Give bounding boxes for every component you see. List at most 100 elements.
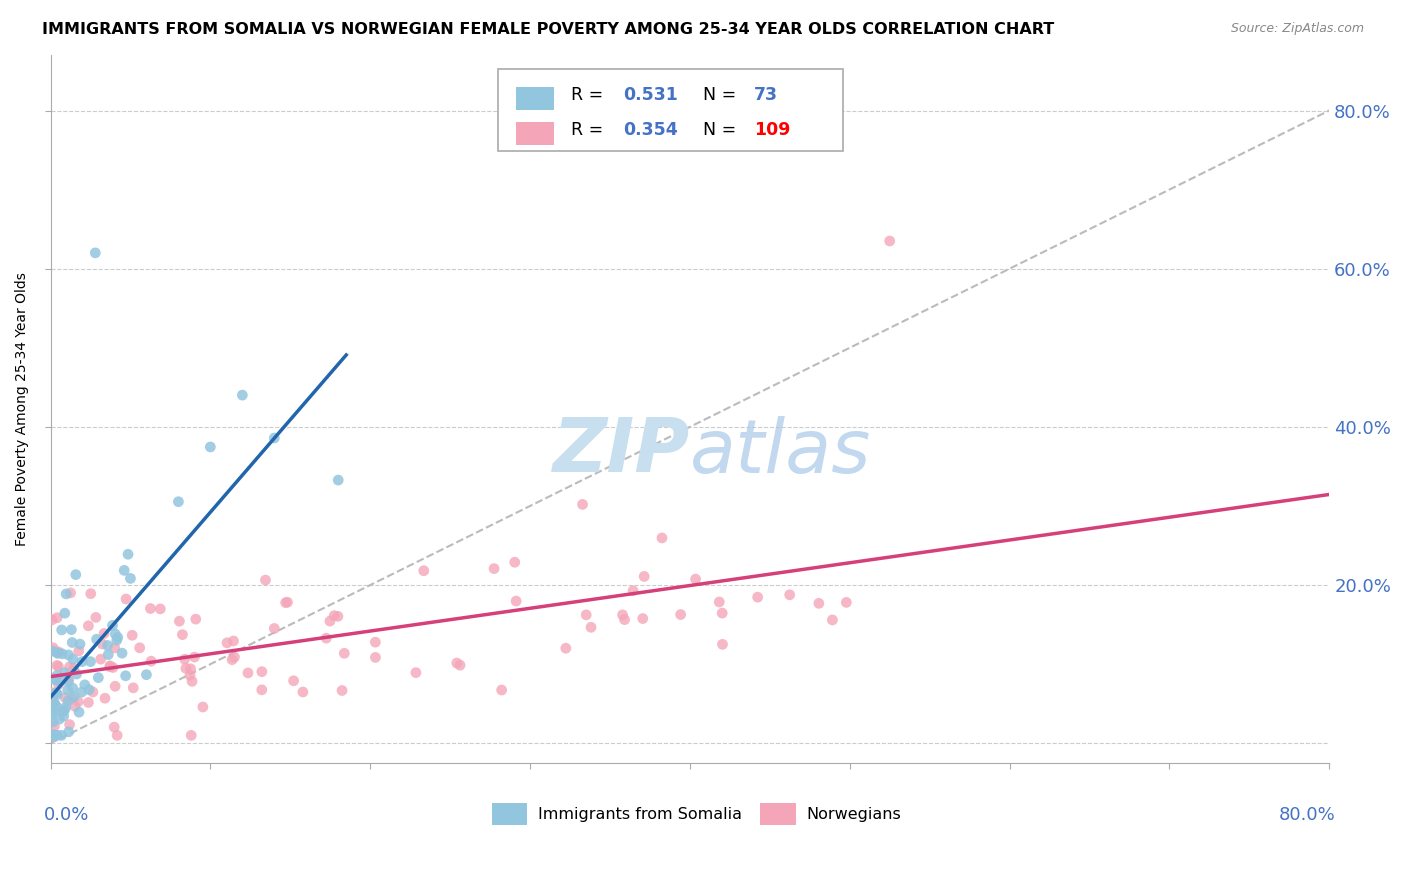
Text: atlas: atlas (690, 416, 872, 488)
Point (191, 700, 214, 714)
Point (612, 607, 634, 622)
Point (41, 644, 63, 658)
Point (62, 661, 84, 675)
Point (135, 667, 157, 681)
Point (222, 634, 245, 648)
Point (184, 612, 207, 626)
Point (446, 656, 468, 670)
Point (103, 720, 125, 734)
Point (571, 497, 593, 511)
Point (58, 717, 80, 731)
Text: R =: R = (571, 86, 609, 103)
Point (53, 606, 76, 620)
Point (58, 724, 80, 739)
Point (67, 695, 90, 709)
Text: 109: 109 (754, 121, 790, 139)
Text: Immigrants from Somalia: Immigrants from Somalia (537, 806, 742, 822)
Point (236, 665, 259, 680)
Point (73, 678, 96, 692)
Point (42, 728, 65, 742)
Point (575, 607, 598, 622)
Point (65, 567, 87, 582)
Point (709, 595, 731, 609)
Point (319, 614, 342, 628)
Point (685, 572, 707, 586)
Point (53, 690, 76, 705)
Point (172, 627, 194, 641)
Point (482, 561, 505, 575)
Point (46, 646, 69, 660)
Point (44, 719, 66, 733)
Point (41, 613, 63, 627)
Point (53, 665, 76, 680)
Point (46, 611, 69, 625)
Point (711, 606, 734, 620)
Point (58, 660, 80, 674)
Point (333, 646, 356, 660)
Point (46, 646, 69, 660)
Text: 0.0%: 0.0% (44, 805, 90, 823)
Point (449, 658, 471, 673)
Point (250, 665, 273, 679)
Point (44, 728, 66, 742)
Point (86, 632, 108, 647)
Point (315, 631, 337, 645)
Point (87, 671, 110, 685)
Point (180, 662, 202, 676)
Point (117, 547, 139, 561)
Point (254, 573, 277, 587)
Point (169, 614, 191, 628)
Point (274, 596, 297, 610)
Point (128, 640, 150, 655)
Point (48, 712, 70, 726)
Point (174, 661, 197, 675)
Point (263, 431, 285, 445)
Point (149, 602, 172, 616)
Point (224, 650, 246, 665)
Text: IMMIGRANTS FROM SOMALIA VS NORWEGIAN FEMALE POVERTY AMONG 25-34 YEAR OLDS CORREL: IMMIGRANTS FROM SOMALIA VS NORWEGIAN FEM… (42, 22, 1054, 37)
Point (105, 728, 128, 742)
Point (82, 685, 104, 699)
Point (60, 635, 83, 649)
Point (276, 595, 298, 609)
FancyBboxPatch shape (516, 122, 554, 145)
Point (879, 234, 901, 248)
Point (91, 637, 114, 651)
Point (105, 633, 128, 648)
Point (98, 658, 121, 673)
Point (46, 668, 69, 682)
Point (139, 601, 162, 615)
Point (651, 531, 673, 545)
Point (633, 569, 655, 583)
Point (183, 650, 205, 665)
Point (263, 622, 285, 636)
Point (669, 607, 692, 622)
Point (115, 592, 138, 607)
Point (67, 644, 90, 658)
Point (231, 388, 253, 402)
Point (112, 563, 135, 577)
Point (41, 728, 63, 742)
Point (42, 640, 65, 655)
Point (101, 660, 124, 674)
FancyBboxPatch shape (492, 803, 527, 825)
Point (58, 673, 80, 687)
Point (55, 700, 77, 714)
Point (48, 659, 70, 673)
Point (121, 628, 143, 642)
Point (364, 650, 387, 665)
Point (101, 618, 124, 632)
Point (60, 623, 83, 637)
Text: 73: 73 (754, 86, 778, 103)
Point (141, 654, 163, 668)
Point (328, 473, 350, 487)
Point (42, 696, 65, 710)
Point (579, 620, 602, 634)
Point (283, 673, 305, 688)
Point (41, 686, 63, 700)
Point (554, 641, 576, 656)
Point (67, 705, 90, 719)
Y-axis label: Female Poverty Among 25-34 Year Olds: Female Poverty Among 25-34 Year Olds (15, 272, 30, 546)
Text: ZIP: ZIP (553, 415, 690, 488)
Text: 0.354: 0.354 (623, 121, 678, 139)
